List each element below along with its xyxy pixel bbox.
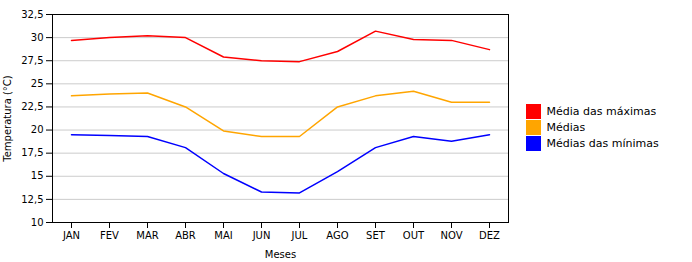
svg-text:MAI: MAI: [214, 230, 232, 241]
svg-text:OUT: OUT: [403, 230, 425, 241]
svg-text:30: 30: [31, 32, 44, 43]
svg-text:JUL: JUL: [291, 230, 308, 241]
html-text:Média das máximas: Média das máximas: [546, 105, 657, 119]
svg-text:15: 15: [31, 170, 44, 181]
svg-text:MAR: MAR: [136, 230, 158, 241]
svg-text:20: 20: [31, 124, 44, 135]
svg-text:22,5: 22,5: [21, 101, 43, 112]
svg-text:JUN: JUN: [252, 230, 271, 241]
svg-text:AGO: AGO: [326, 230, 348, 241]
html-text:Médias: Médias: [546, 121, 586, 135]
svg-text:Meses: Meses: [265, 249, 296, 260]
svg-text:25: 25: [31, 78, 44, 89]
svg-text:JAN: JAN: [62, 230, 80, 241]
svg-text:10: 10: [31, 217, 44, 228]
svg-text:ABR: ABR: [175, 230, 196, 241]
html-text:Médias das mínimas: Médias das mínimas: [546, 137, 659, 151]
svg-text:FEV: FEV: [100, 230, 119, 241]
svg-text:SET: SET: [366, 230, 386, 241]
svg-text:DEZ: DEZ: [479, 230, 500, 241]
svg-text:32,5: 32,5: [21, 9, 43, 20]
svg-text:NOV: NOV: [440, 230, 462, 241]
svg-text:27,5: 27,5: [21, 55, 43, 66]
svg-text:Temperatura (°C): Temperatura (°C): [2, 75, 13, 163]
svg-text:12,5: 12,5: [21, 194, 43, 205]
svg-text:17,5: 17,5: [21, 147, 43, 158]
